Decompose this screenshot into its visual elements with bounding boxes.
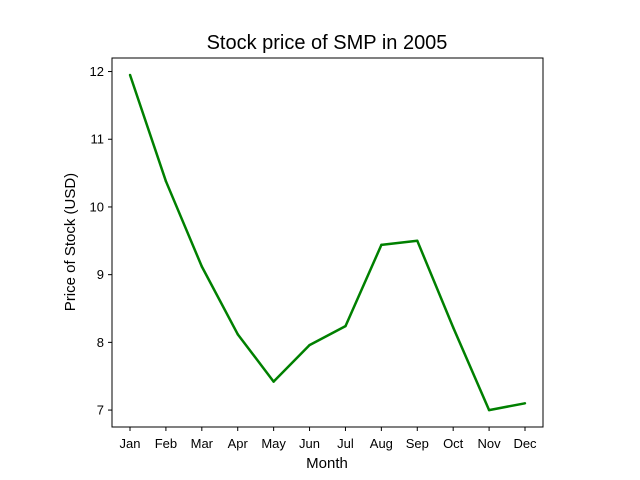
data-point bbox=[344, 324, 347, 328]
series-layer bbox=[128, 73, 527, 412]
y-axis: 7 8 9 10 11 12 bbox=[90, 64, 112, 418]
y-axis-label: Price of Stock (USD) bbox=[62, 173, 79, 311]
data-point bbox=[487, 408, 491, 412]
plot-area-frame bbox=[111, 57, 544, 428]
series-line bbox=[128, 74, 526, 412]
x-tick-label: Sep bbox=[406, 436, 429, 451]
x-tick-label: Jan bbox=[120, 436, 141, 451]
chart-title: Stock price of SMP in 2005 bbox=[207, 32, 448, 54]
data-point bbox=[523, 402, 527, 405]
x-tick-label: Jun bbox=[299, 436, 320, 451]
data-point bbox=[380, 243, 383, 247]
x-tick-label: Dec bbox=[513, 436, 537, 451]
data-point bbox=[416, 239, 419, 243]
y-tick-label: 7 bbox=[97, 403, 104, 418]
x-tick-label: May bbox=[261, 436, 286, 451]
x-tick-label: Oct bbox=[443, 436, 464, 451]
x-tick-label: Apr bbox=[228, 436, 249, 451]
data-point bbox=[200, 265, 204, 268]
data-point bbox=[128, 73, 132, 77]
x-tick-label: Jul bbox=[337, 436, 354, 451]
x-tick-label: Mar bbox=[191, 436, 214, 451]
data-point bbox=[164, 180, 168, 183]
data-point bbox=[236, 333, 239, 336]
data-point bbox=[308, 343, 311, 347]
y-tick-label: 10 bbox=[90, 199, 104, 214]
data-point bbox=[272, 380, 275, 383]
y-tick-label: 9 bbox=[97, 267, 104, 282]
data-point bbox=[451, 326, 455, 329]
x-tick-label: Feb bbox=[155, 436, 177, 451]
x-axis: Jan Feb Mar Apr May Jun Jul Aug Sep Oct Nov Dec bbox=[120, 427, 537, 451]
x-axis-label: Month bbox=[306, 455, 348, 472]
y-tick-label: 8 bbox=[97, 335, 104, 350]
y-tick-label: 12 bbox=[90, 64, 104, 79]
x-tick-label: Nov bbox=[478, 436, 502, 451]
y-tick-label: 11 bbox=[91, 132, 105, 147]
x-tick-label: Aug bbox=[370, 436, 393, 451]
